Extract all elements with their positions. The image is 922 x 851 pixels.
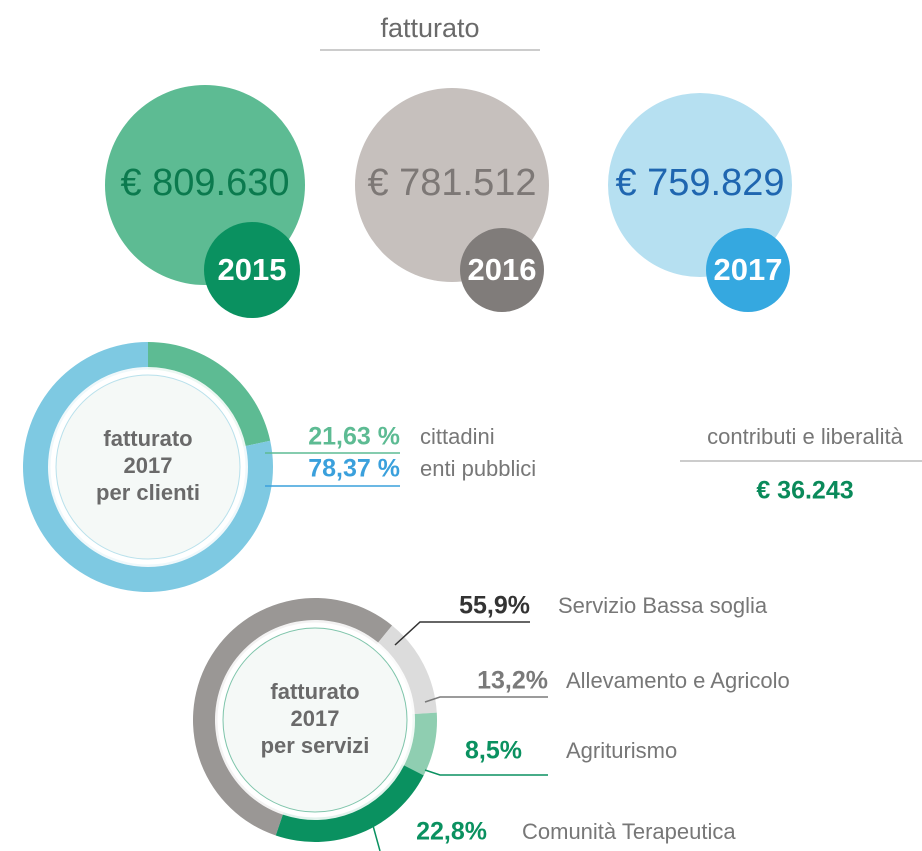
donut-center-text: fatturato <box>103 426 192 451</box>
donut-center <box>50 369 246 565</box>
year-label: 2017 <box>714 252 783 287</box>
donut-segment <box>378 625 437 714</box>
year-amount: € 781.512 <box>367 162 536 204</box>
value-label: 8,5% <box>465 737 522 765</box>
donut-center-text: per servizi <box>261 733 370 758</box>
leader-line <box>424 769 548 776</box>
year-label: 2016 <box>468 252 537 287</box>
donut-segment <box>275 765 424 842</box>
year-amount: € 759.829 <box>615 162 784 204</box>
donut-center-text: 2017 <box>291 706 340 731</box>
year-badge <box>204 222 300 318</box>
leader-line <box>394 621 530 646</box>
leader-line <box>371 821 381 851</box>
donut-center <box>217 622 413 818</box>
donut-center-text: fatturato <box>270 679 359 704</box>
donut-segment <box>404 712 437 776</box>
donut-segment <box>192 597 393 836</box>
contributions-title: contributi e liberalità <box>707 424 903 449</box>
year-label: 2015 <box>218 252 287 287</box>
leader-line <box>424 696 548 703</box>
category-label: Allevamento e Agricolo <box>566 668 790 693</box>
donut-segment <box>148 342 271 446</box>
year-badge <box>460 228 544 312</box>
year-amount: € 809.630 <box>120 162 289 204</box>
donut-center-ring <box>222 627 408 813</box>
category-label: enti pubblici <box>420 456 536 481</box>
value-label: 22,8% <box>416 818 487 846</box>
value-label: 78,37 % <box>308 455 400 483</box>
category-label: Comunità Terapeutica <box>522 819 736 844</box>
donut-center-text: per clienti <box>96 480 200 505</box>
donut-center-text: 2017 <box>124 453 173 478</box>
donut-center-ring <box>55 374 241 560</box>
value-label: 21,63 % <box>308 423 400 451</box>
category-label: Servizio Bassa soglia <box>558 593 768 618</box>
value-label: 55,9% <box>459 592 530 620</box>
value-label: 13,2% <box>477 667 548 695</box>
category-label: Agriturismo <box>566 738 677 763</box>
title: fatturato <box>380 13 479 43</box>
category-label: cittadini <box>420 424 495 449</box>
contributions-amount: € 36.243 <box>756 477 853 505</box>
year-badge <box>706 228 790 312</box>
